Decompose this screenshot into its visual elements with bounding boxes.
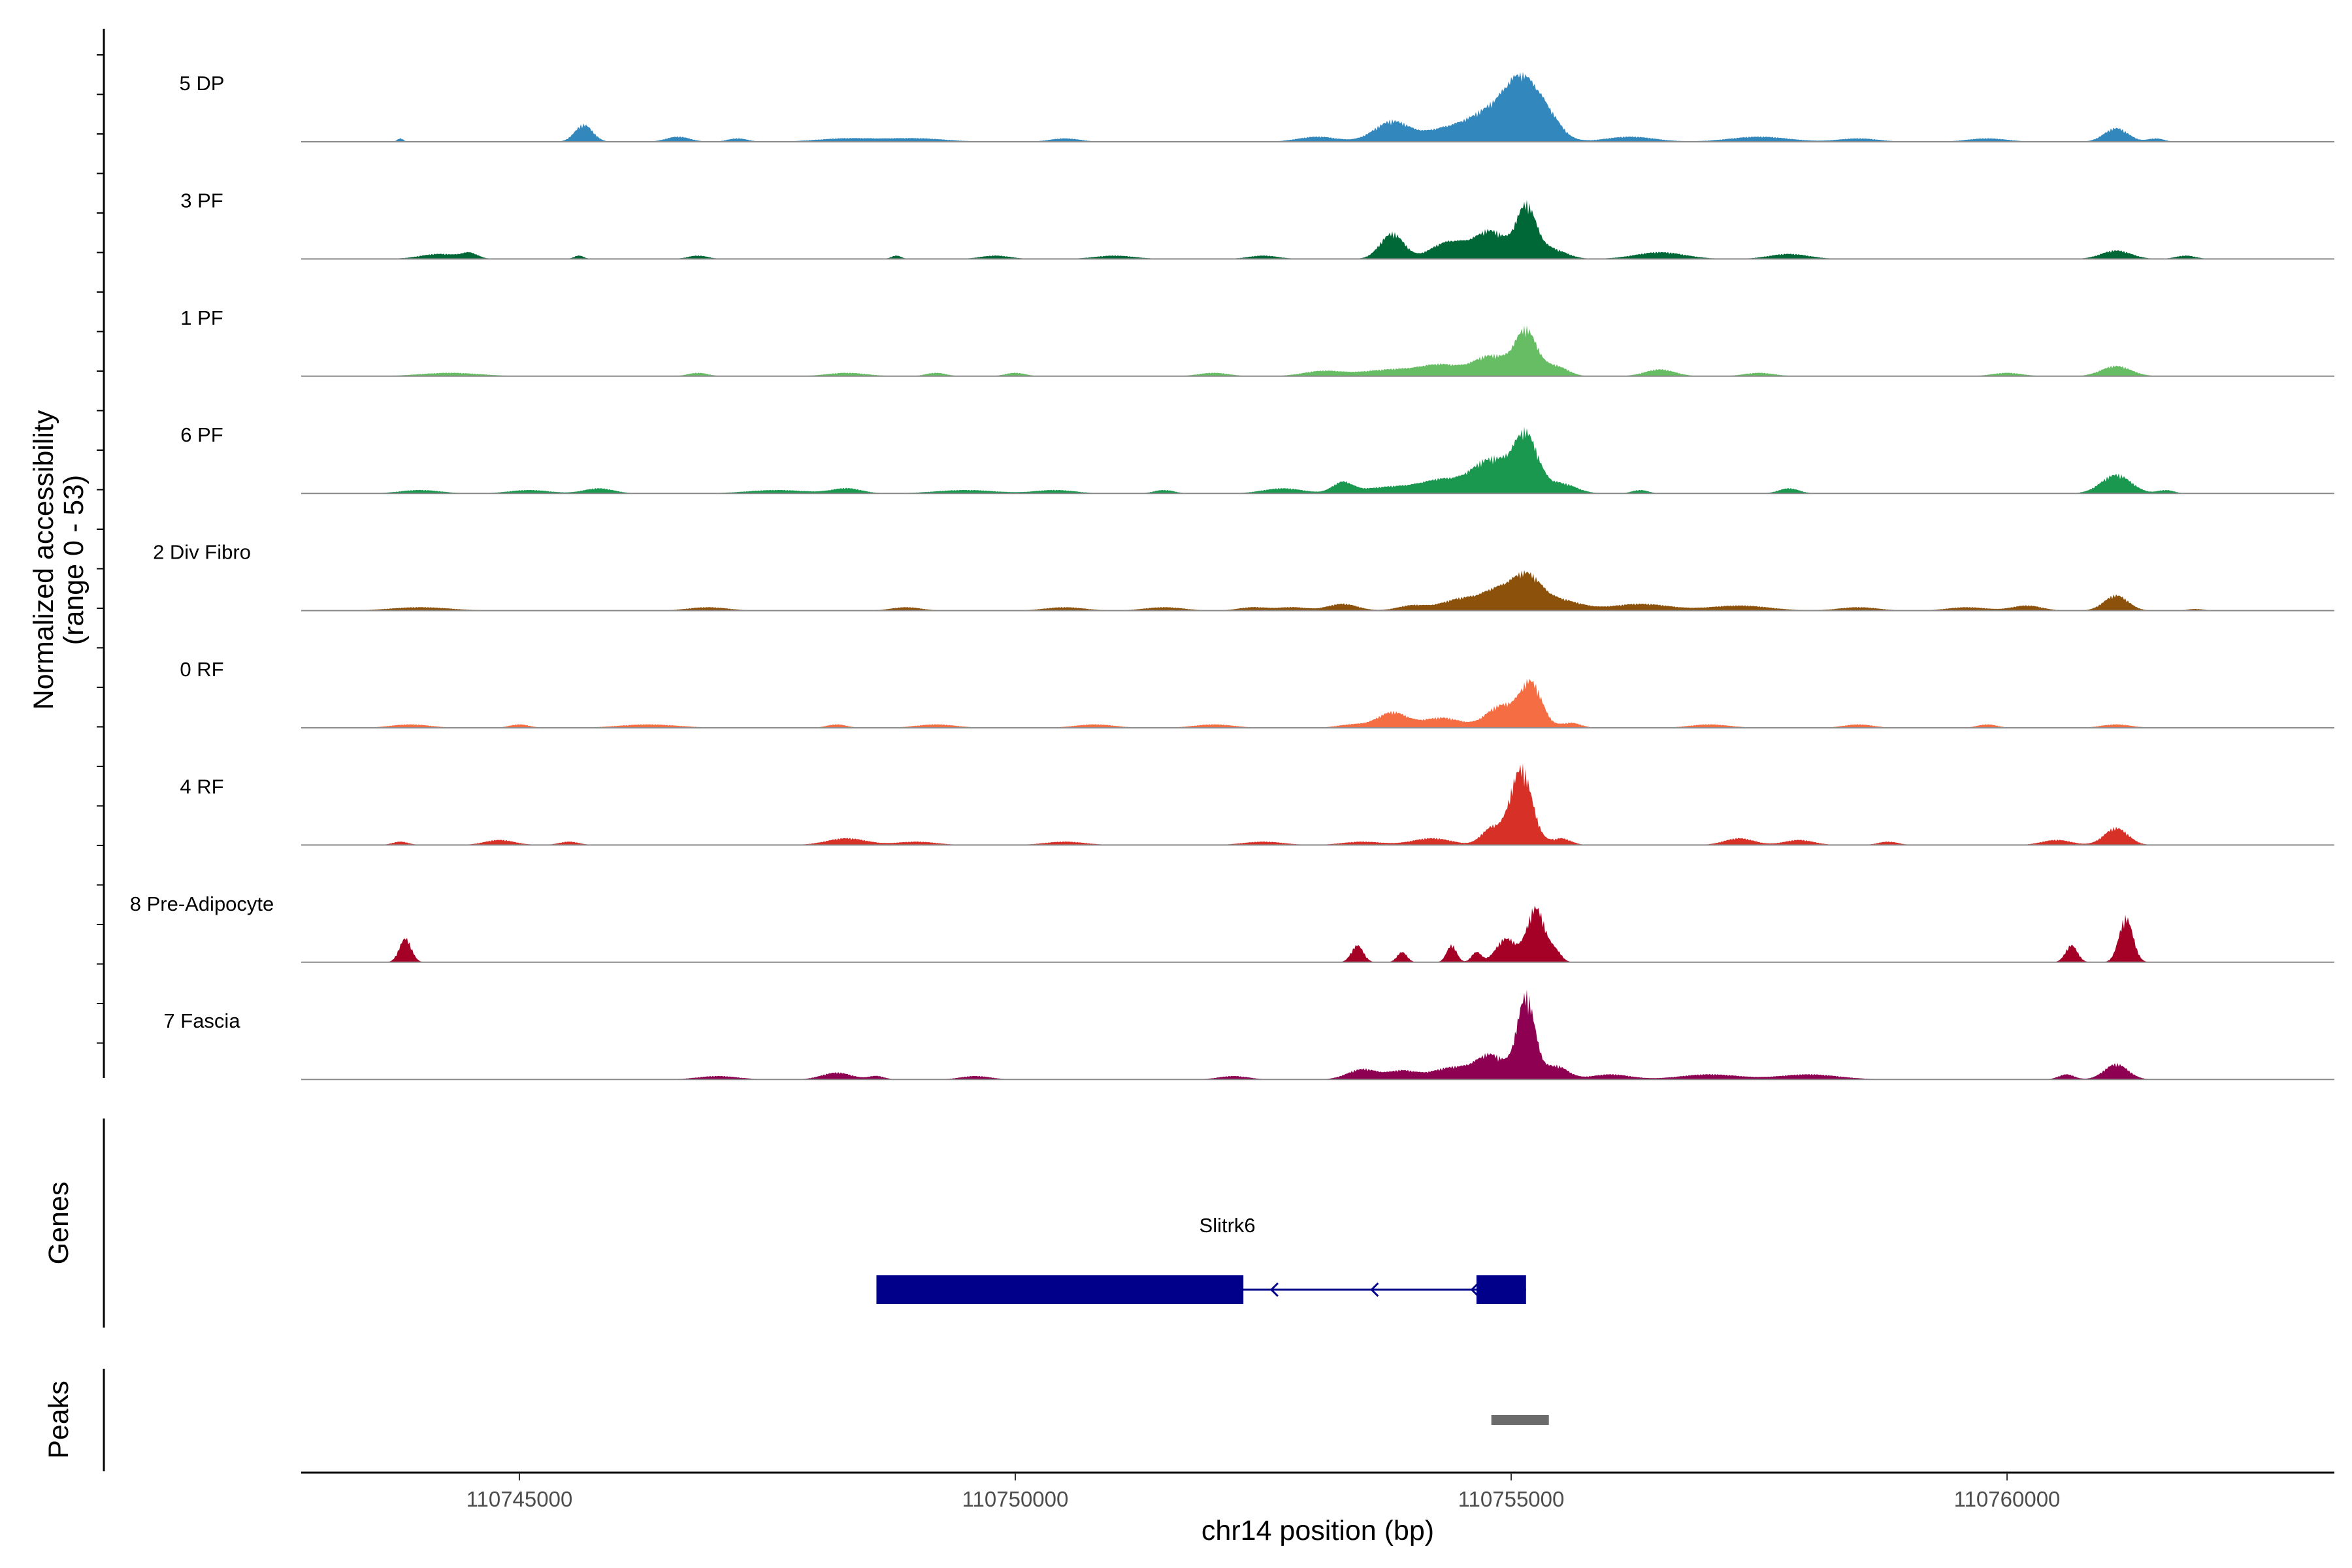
coverage-area bbox=[301, 570, 2334, 611]
gene-exon bbox=[1476, 1275, 1526, 1304]
coverage-area bbox=[301, 325, 2334, 376]
track-6-pf: 6 PF bbox=[180, 423, 2334, 495]
x-axis-ticks: 110745000 110750000 110755000 110760000 bbox=[466, 1473, 2061, 1511]
peaks-track-title: Peaks bbox=[43, 1380, 74, 1459]
coverage-area bbox=[301, 906, 2334, 962]
track-0-rf: 0 RF bbox=[180, 658, 2334, 728]
track-5-dp: 5 DP bbox=[180, 72, 2334, 142]
gene-track: Slitrk6 bbox=[876, 1214, 1526, 1304]
track-2-div-fibro: 2 Div Fibro bbox=[153, 541, 2334, 612]
coverage-area bbox=[301, 427, 2334, 494]
coverage-area bbox=[301, 989, 2334, 1080]
strand-arrow bbox=[1269, 1282, 1279, 1298]
track-label: 4 RF bbox=[180, 775, 223, 798]
coverage-area bbox=[301, 200, 2334, 259]
gene-label: Slitrk6 bbox=[1200, 1214, 1256, 1237]
x-tick-label: 110760000 bbox=[1954, 1487, 2061, 1511]
coverage-area bbox=[301, 763, 2334, 845]
strand-arrow bbox=[1470, 1282, 1479, 1298]
x-tick-label: 110750000 bbox=[962, 1487, 1069, 1511]
strand-arrow bbox=[1370, 1282, 1379, 1298]
track-label: 3 PF bbox=[180, 189, 223, 212]
track-8-pre-adipocyte: 8 Pre-Adipocyte bbox=[130, 892, 2334, 963]
coverage-tracks: 5 DP 3 PF 1 PF 6 PF 2 Div Fibro 0 RF 4 RF 8 Pre… bbox=[130, 72, 2334, 1081]
track-1-pf: 1 PF bbox=[180, 306, 2334, 377]
coverage-area bbox=[301, 679, 2334, 728]
track-label: 6 PF bbox=[180, 423, 223, 446]
peaks-track bbox=[1491, 1415, 1549, 1425]
x-tick-label: 110755000 bbox=[1458, 1487, 1565, 1511]
coverage-y-axis-title: Normalized accessibility bbox=[28, 410, 59, 710]
track-label: 2 Div Fibro bbox=[153, 541, 251, 564]
track-label: 7 Fascia bbox=[163, 1009, 240, 1032]
track-3-pf: 3 PF bbox=[180, 189, 2334, 260]
coverage-area bbox=[301, 72, 2334, 142]
track-7-fascia: 7 Fascia bbox=[163, 989, 2334, 1081]
genes-track-title: Genes bbox=[43, 1182, 74, 1265]
track-4-rf: 4 RF bbox=[180, 763, 2334, 846]
track-label: 1 PF bbox=[180, 306, 223, 329]
x-tick-label: 110745000 bbox=[466, 1487, 573, 1511]
coverage-y-ticks bbox=[97, 54, 104, 1044]
peak-region bbox=[1491, 1415, 1549, 1425]
track-label: 0 RF bbox=[180, 658, 223, 681]
track-label: 8 Pre-Adipocyte bbox=[130, 892, 274, 915]
coverage-y-axis-subtitle: (range 0 - 53) bbox=[58, 475, 90, 645]
gene-exon bbox=[876, 1275, 1244, 1304]
track-label: 5 DP bbox=[180, 72, 225, 95]
x-axis-title: chr14 position (bp) bbox=[1201, 1515, 1434, 1546]
